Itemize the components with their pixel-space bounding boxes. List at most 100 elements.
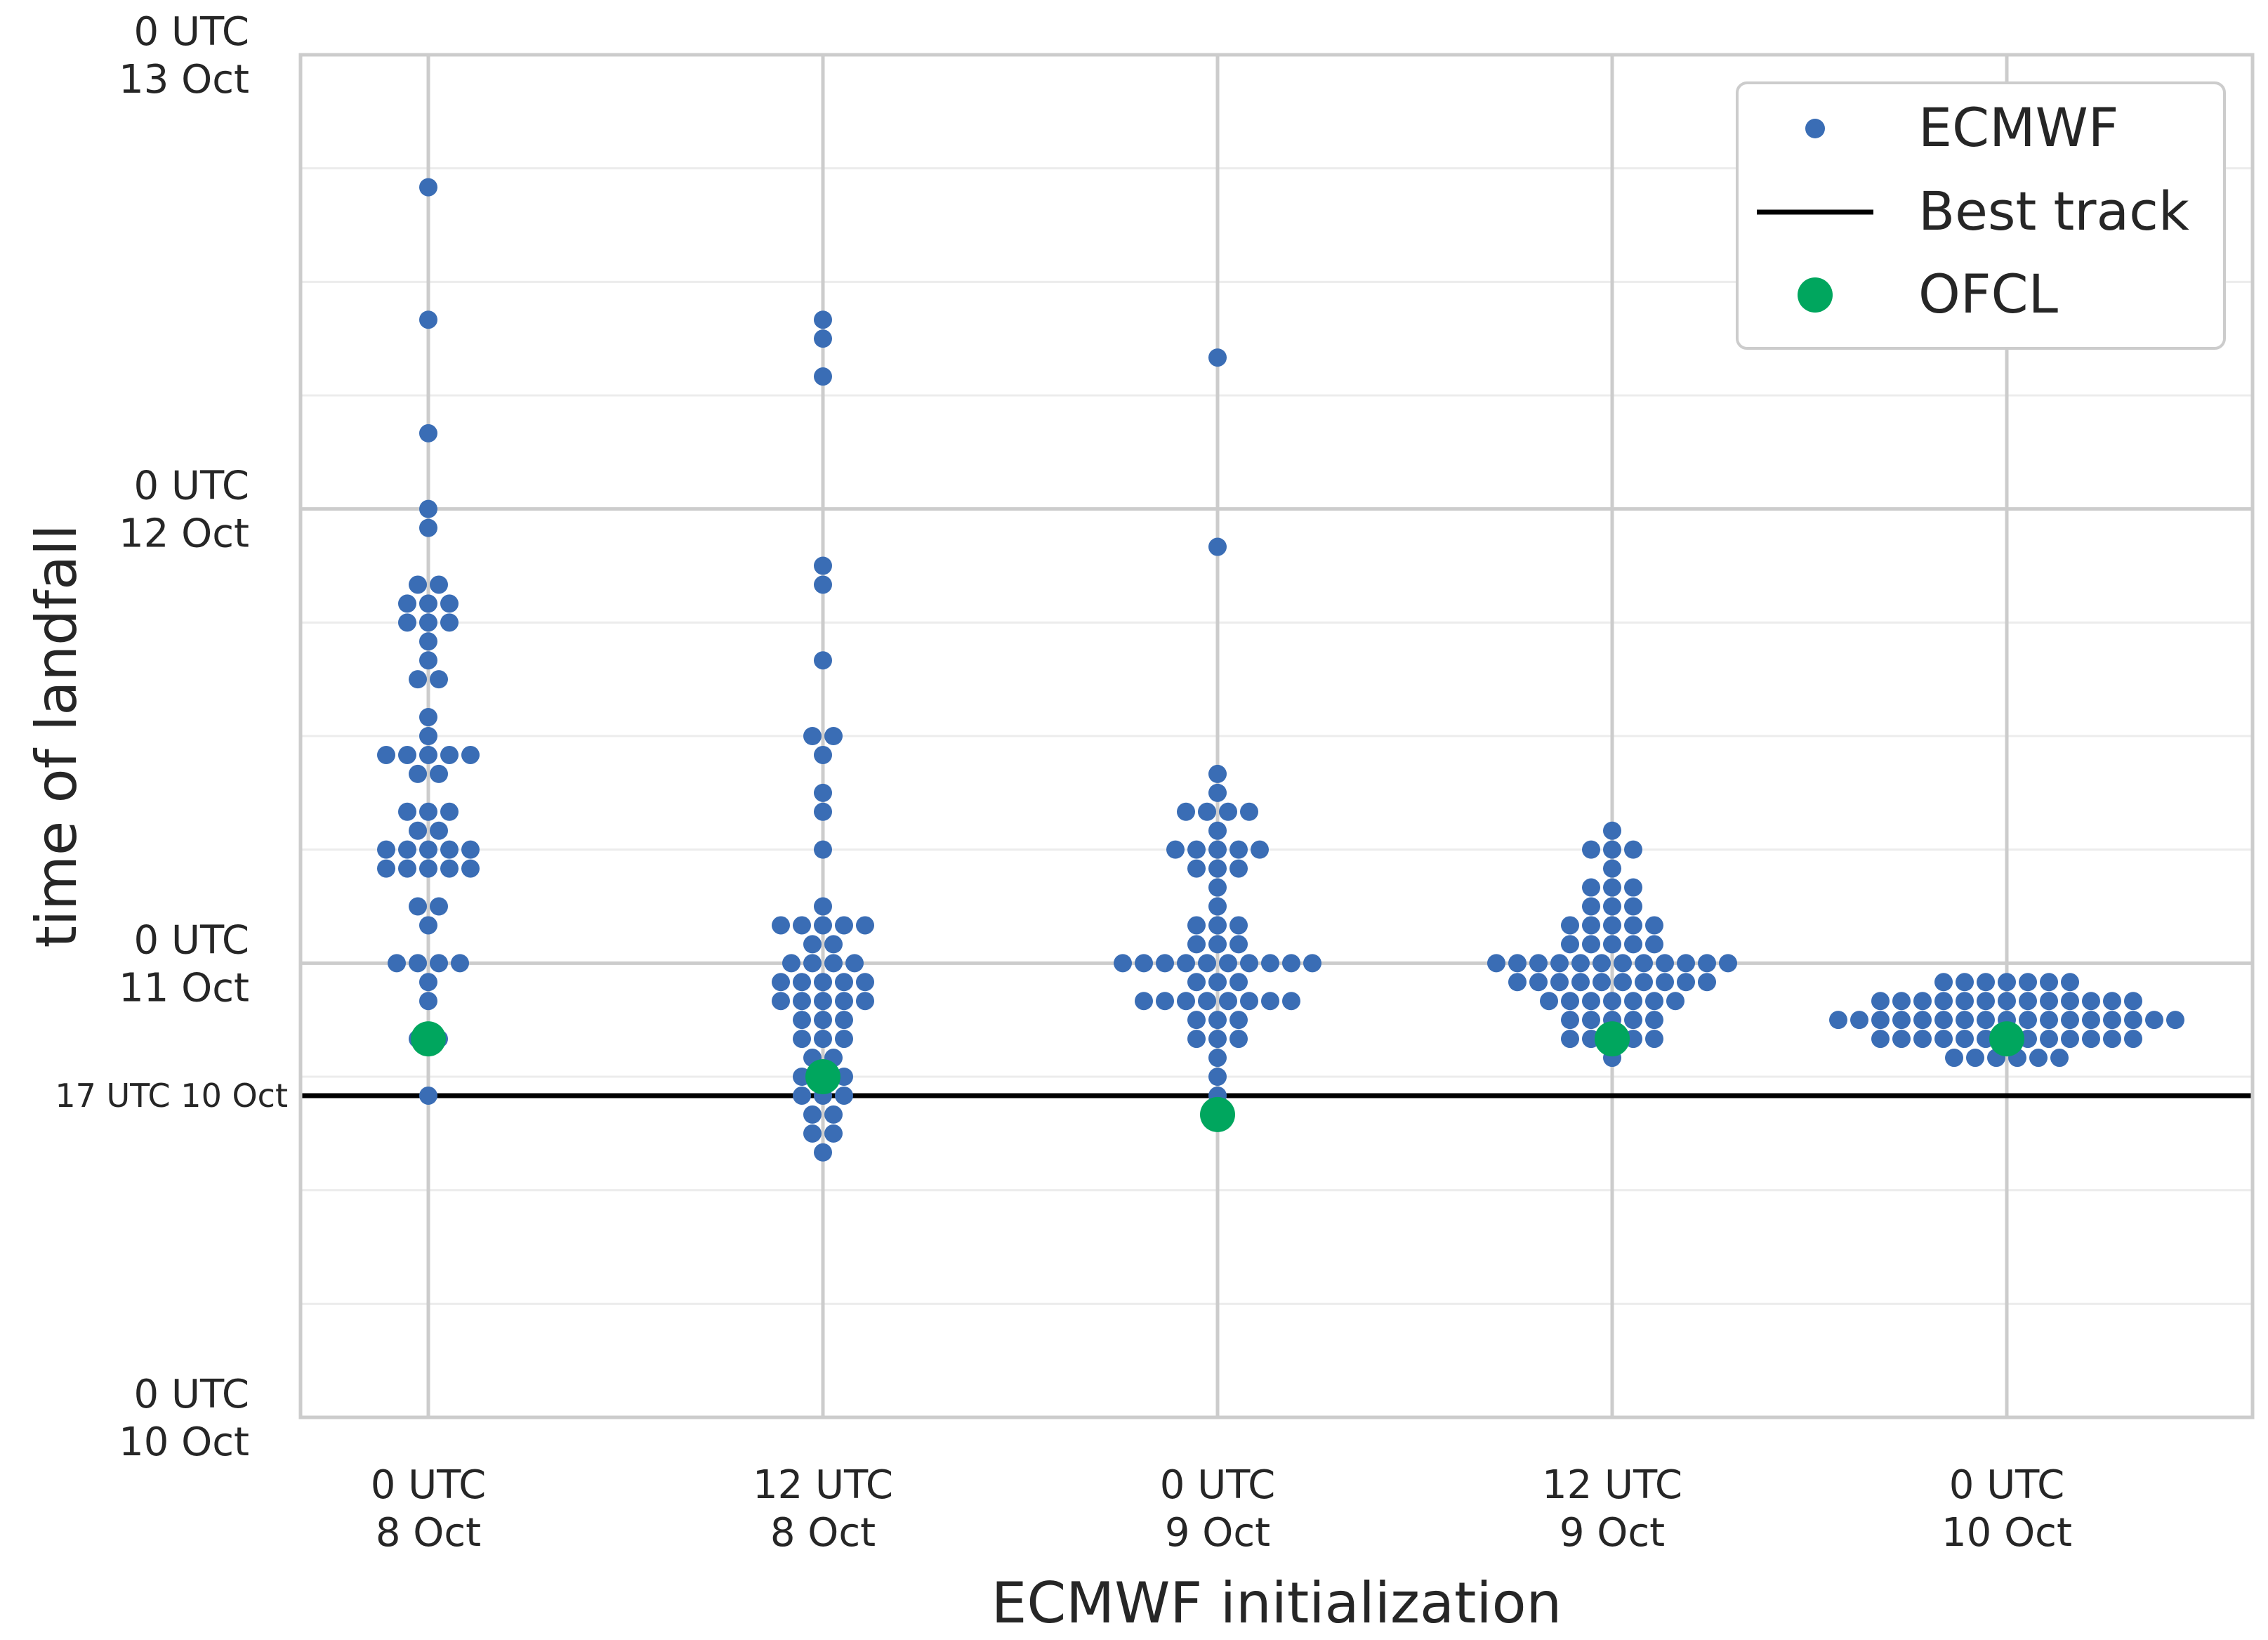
ecmwf-point [1977, 973, 1995, 992]
legend-ofcl-label: OFCL [1918, 263, 2058, 325]
ecmwf-point [1198, 802, 1216, 821]
ecmwf-point [2124, 1030, 2142, 1049]
ecmwf-point [2061, 1030, 2079, 1049]
ecmwf-point [1624, 916, 1642, 935]
ecmwf-point [409, 897, 427, 916]
ecmwf-point [2061, 992, 2079, 1011]
ecmwf-point [1603, 859, 1621, 878]
y-axis-title: time of landfall [24, 524, 89, 947]
ecmwf-point [1656, 954, 1674, 973]
y-tick-label: 11 Oct [119, 965, 249, 1011]
ecmwf-point [1208, 1030, 1227, 1049]
ecmwf-point [814, 329, 832, 348]
ecmwf-point [419, 802, 437, 821]
ecmwf-point [814, 916, 832, 935]
ecmwf-point [1261, 992, 1279, 1011]
ecmwf-point [824, 1124, 843, 1143]
ecmwf-point [1998, 973, 2016, 992]
ecmwf-point [814, 973, 832, 992]
ecmwf-point [824, 935, 843, 954]
ecmwf-point [1934, 973, 1953, 992]
ecmwf-point [388, 954, 406, 973]
ecmwf-point [1550, 954, 1569, 973]
ecmwf-point [1582, 1011, 1600, 1030]
ecmwf-point [377, 745, 395, 764]
ecmwf-point [1871, 992, 1890, 1011]
ecmwf-point [1208, 840, 1227, 859]
ecmwf-point [409, 954, 427, 973]
ecmwf-point [814, 556, 832, 575]
ecmwf-point [814, 1143, 832, 1162]
ecmwf-point [2124, 1011, 2142, 1030]
y-tick-label: 13 Oct [119, 57, 249, 103]
ecmwf-point [1956, 1030, 1974, 1049]
ecmwf-point [1593, 973, 1611, 992]
ecmwf-point [1240, 954, 1258, 973]
ecmwf-point [1956, 1011, 1974, 1030]
ecmwf-point [835, 1030, 853, 1049]
ecmwf-point [1582, 992, 1600, 1011]
ecmwf-point [814, 992, 832, 1011]
legend-ecmwf-label: ECMWF [1918, 96, 2119, 159]
ecmwf-point [1208, 897, 1227, 916]
ecmwf-point [1892, 1011, 1911, 1030]
ecmwf-point [1208, 1011, 1227, 1030]
ecmwf-point [1603, 916, 1621, 935]
ecmwf-point [1229, 935, 1248, 954]
legend-box [1736, 81, 2226, 350]
ecmwf-point [461, 745, 480, 764]
ecmwf-point [1177, 802, 1195, 821]
ecmwf-point [856, 973, 874, 992]
ecmwf-point [1593, 954, 1611, 973]
ecmwf-point [1561, 935, 1579, 954]
ecmwf-point [2166, 1011, 2184, 1030]
ecmwf-point [1208, 821, 1227, 840]
ecmwf-point [398, 745, 416, 764]
ecmwf-point [1508, 954, 1527, 973]
ecmwf-point [430, 764, 448, 783]
ecmwf-point [2040, 1030, 2058, 1049]
ecmwf-point [2061, 1011, 2079, 1030]
ecmwf-point [1645, 992, 1663, 1011]
ecmwf-point [377, 859, 395, 878]
ecmwf-point [1892, 992, 1911, 1011]
ecmwf-point [1624, 897, 1642, 916]
x-tick-label: 9 Oct [1560, 1510, 1665, 1556]
ecmwf-point [440, 802, 459, 821]
ecmwf-point [440, 613, 459, 632]
ecmwf-point [1829, 1011, 1847, 1030]
ecmwf-point [2019, 992, 2037, 1011]
ecmwf-point [419, 992, 437, 1011]
y-tick-label: 0 UTC [134, 9, 249, 55]
ecmwf-point [1229, 840, 1248, 859]
legend-ecmwf-marker [1805, 119, 1825, 138]
ecmwf-point [451, 954, 469, 973]
ecmwf-point [1645, 1011, 1663, 1030]
ecmwf-point [2124, 992, 2142, 1011]
ecmwf-point [1529, 973, 1548, 992]
ecmwf-point [803, 954, 822, 973]
ecmwf-point [409, 821, 427, 840]
ecmwf-point [1561, 1011, 1579, 1030]
ecmwf-point [1698, 954, 1716, 973]
x-tick-label: 12 UTC [1542, 1462, 1682, 1508]
ecmwf-point [419, 424, 437, 442]
ecmwf-point [814, 310, 832, 329]
ecmwf-point [1624, 878, 1642, 897]
ecmwf-point [1603, 992, 1621, 1011]
ecmwf-point [440, 840, 459, 859]
legend-ofcl-marker [1798, 277, 1833, 313]
ecmwf-point [1208, 537, 1227, 556]
ecmwf-point [1645, 916, 1663, 935]
ecmwf-point [430, 575, 448, 594]
legend: ECMWF Best track OFCL [1736, 81, 2226, 350]
ecmwf-point [1219, 954, 1237, 973]
ecmwf-point [1187, 1030, 1206, 1049]
ecmwf-point [1614, 973, 1632, 992]
ecmwf-point [1156, 992, 1174, 1011]
ecmwf-point [1229, 973, 1248, 992]
ecmwf-point [1977, 1011, 1995, 1030]
ecmwf-point [1603, 840, 1621, 859]
ecmwf-point [1666, 992, 1684, 1011]
